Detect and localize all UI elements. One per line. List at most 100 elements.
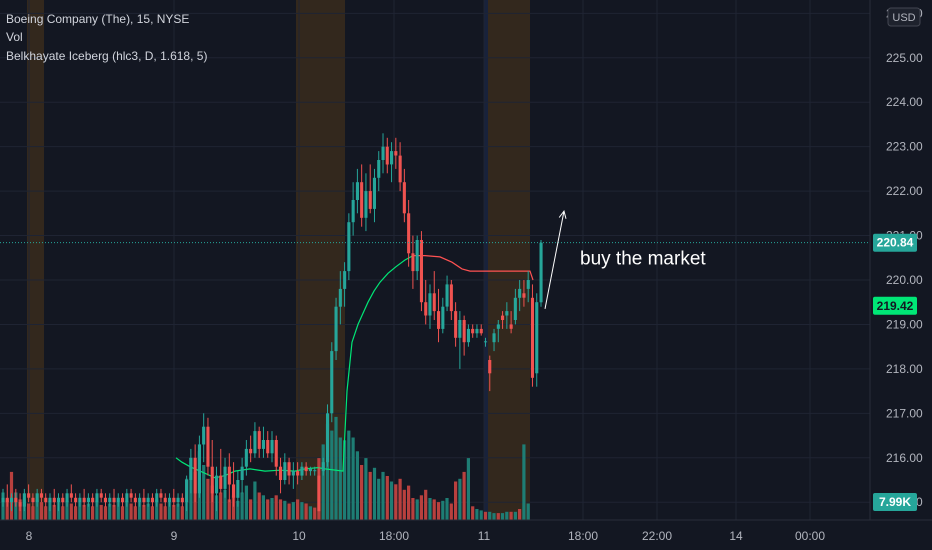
candle [334, 297, 338, 360]
candle [219, 448, 223, 494]
volume-bar [509, 511, 513, 521]
volume-bar [368, 471, 372, 520]
candle [407, 200, 411, 267]
candle [390, 142, 394, 183]
candle [274, 435, 278, 476]
candle [253, 422, 257, 458]
candle [513, 288, 517, 325]
volume-bar [240, 492, 244, 520]
candle-body [505, 311, 509, 316]
candle [116, 493, 120, 507]
candle [394, 137, 398, 169]
volume-bar [236, 500, 240, 521]
candle-body [296, 471, 300, 476]
candle-body [215, 475, 219, 494]
candle-body [35, 493, 39, 503]
volume-bar [61, 506, 65, 521]
volume-bar [27, 503, 31, 520]
candle-body [454, 311, 458, 338]
volume-bar [78, 502, 82, 520]
candle-body [428, 293, 432, 316]
volume-bar [227, 499, 231, 520]
candle-body [462, 320, 466, 343]
candle [304, 462, 308, 476]
candle-body [61, 497, 65, 503]
candle [249, 435, 253, 463]
volume-bar [424, 489, 428, 521]
candle [197, 435, 201, 498]
candle-body [496, 324, 500, 329]
candle-body [39, 493, 43, 498]
candle-body [227, 466, 231, 485]
candle [227, 453, 231, 503]
candle-body [176, 497, 180, 503]
annotation-arrow-head [558, 209, 567, 219]
candle [82, 488, 86, 507]
time-tick-label: 8 [26, 529, 33, 543]
candle [471, 324, 475, 338]
volume-bar [65, 500, 69, 521]
volume-bar [146, 503, 150, 520]
candle-body [313, 470, 317, 472]
volume-bar [321, 444, 325, 520]
candle [364, 173, 368, 232]
candle [91, 493, 95, 507]
session-shade [296, 0, 345, 520]
candle [530, 284, 534, 387]
candle-body [219, 475, 223, 489]
volume-bar [441, 500, 445, 521]
volume-bar [257, 492, 261, 520]
volume-bar [108, 503, 112, 520]
candle [129, 488, 133, 503]
volume-bar [377, 478, 381, 521]
volume-bar [343, 440, 347, 521]
volume-bar [372, 467, 377, 521]
volume-bar [462, 471, 466, 520]
candle-body [172, 497, 176, 503]
last-price-label: 220.84 [877, 236, 914, 250]
candle [185, 475, 189, 512]
candle [210, 440, 214, 503]
candle [150, 493, 154, 507]
price-tick-label: 216.00 [886, 451, 923, 465]
candle [484, 337, 488, 347]
candle-body [159, 493, 163, 498]
currency-label: USD [892, 12, 915, 24]
time-tick-label: 18:00 [568, 529, 598, 543]
candle [223, 457, 227, 498]
candle-body [257, 431, 261, 449]
volume-bar [360, 465, 364, 520]
volume-bar [347, 430, 351, 520]
candle-body [364, 191, 368, 218]
volume-bar [283, 500, 287, 521]
candle [236, 471, 240, 507]
candle-body [266, 440, 270, 454]
candle-body [206, 426, 210, 467]
volume-bar [513, 511, 517, 521]
candle [326, 404, 330, 467]
last-price-label-box [873, 233, 917, 252]
volume-bar [330, 430, 334, 520]
candle-body [471, 328, 475, 334]
volume-bar [296, 499, 300, 520]
candle-body [501, 315, 505, 320]
volume-bar [505, 511, 509, 521]
volume-bar [488, 511, 492, 521]
candle-body [133, 497, 137, 503]
candle-body [334, 306, 338, 352]
candle-body [270, 440, 274, 454]
candle-body [138, 497, 142, 503]
candle-body [65, 493, 69, 503]
volume-bar [500, 513, 505, 520]
candle-body [249, 448, 253, 454]
candle [518, 280, 522, 312]
volume-bar [496, 513, 500, 520]
candle-body [82, 497, 86, 503]
candle-body [180, 497, 184, 503]
candle-body [86, 497, 90, 503]
candle [112, 488, 116, 507]
candle [22, 488, 26, 512]
candle-body [530, 297, 534, 378]
